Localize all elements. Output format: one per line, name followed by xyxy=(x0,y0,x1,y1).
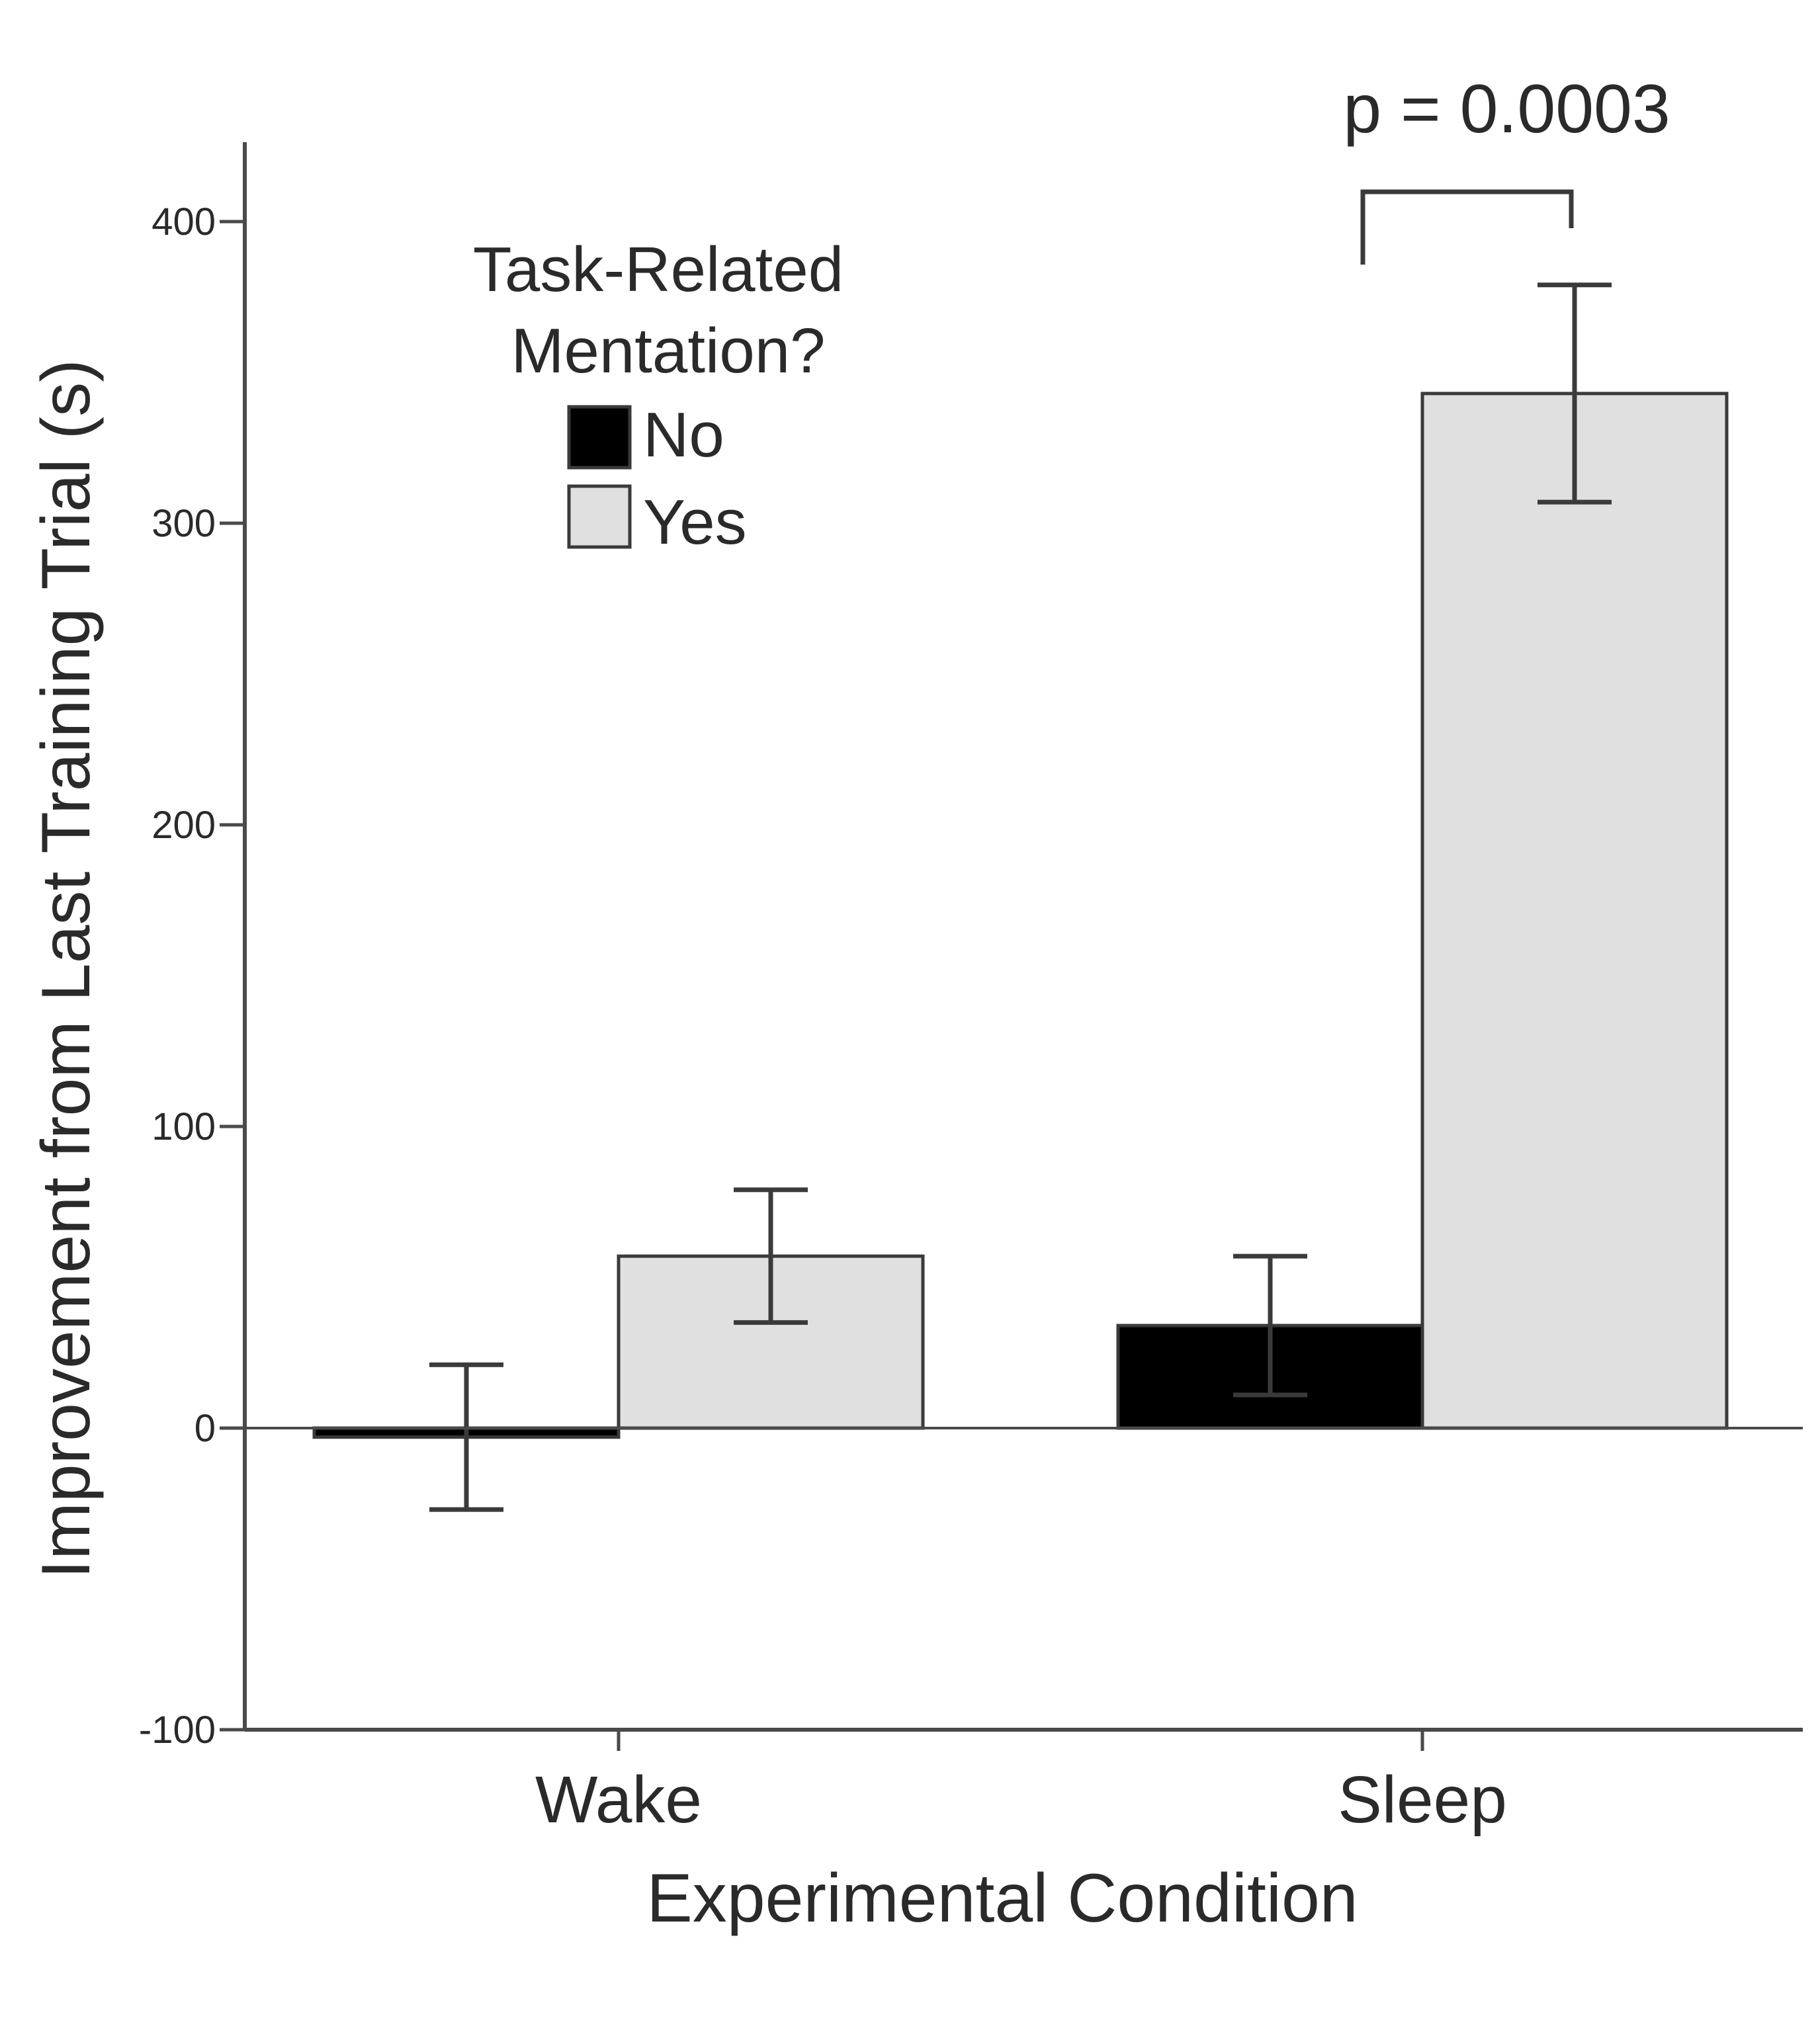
x-tick-label-0: Wake xyxy=(535,1763,702,1837)
legend-title-line-2: Mentation? xyxy=(511,316,826,386)
legend-swatch-no xyxy=(567,405,632,470)
y-tick-label-4: 300 xyxy=(152,502,216,545)
y-tick-label-5: 400 xyxy=(152,200,216,243)
legend-label-no: No xyxy=(643,400,724,470)
significance-bracket xyxy=(1360,189,1574,265)
y-axis-title: Improvement from Last Training Trial (s) xyxy=(28,359,105,1579)
y-tick-label-2: 100 xyxy=(152,1105,216,1148)
significance-annotation: p = 0.0003 xyxy=(1343,71,1670,265)
y-tick-label-3: 200 xyxy=(152,804,216,847)
x-tick-label-1: Sleep xyxy=(1338,1763,1507,1837)
plot-area: -100 0 100 200 300 400 Wake Sleep xyxy=(139,142,1803,1837)
legend-swatch-yes xyxy=(567,484,632,549)
legend-title-line-1: Task-Related xyxy=(473,234,844,305)
y-tick-label-1: 0 xyxy=(195,1407,216,1450)
legend-label-yes: Yes xyxy=(643,487,747,558)
bar-sleep-yes xyxy=(1420,392,1729,1430)
significance-label: p = 0.0003 xyxy=(1343,71,1670,148)
x-axis-title: Experimental Condition xyxy=(646,1860,1358,1937)
legend: Task-Related Mentation? No Yes xyxy=(473,234,844,558)
y-tick-label-0: -100 xyxy=(139,1709,216,1752)
